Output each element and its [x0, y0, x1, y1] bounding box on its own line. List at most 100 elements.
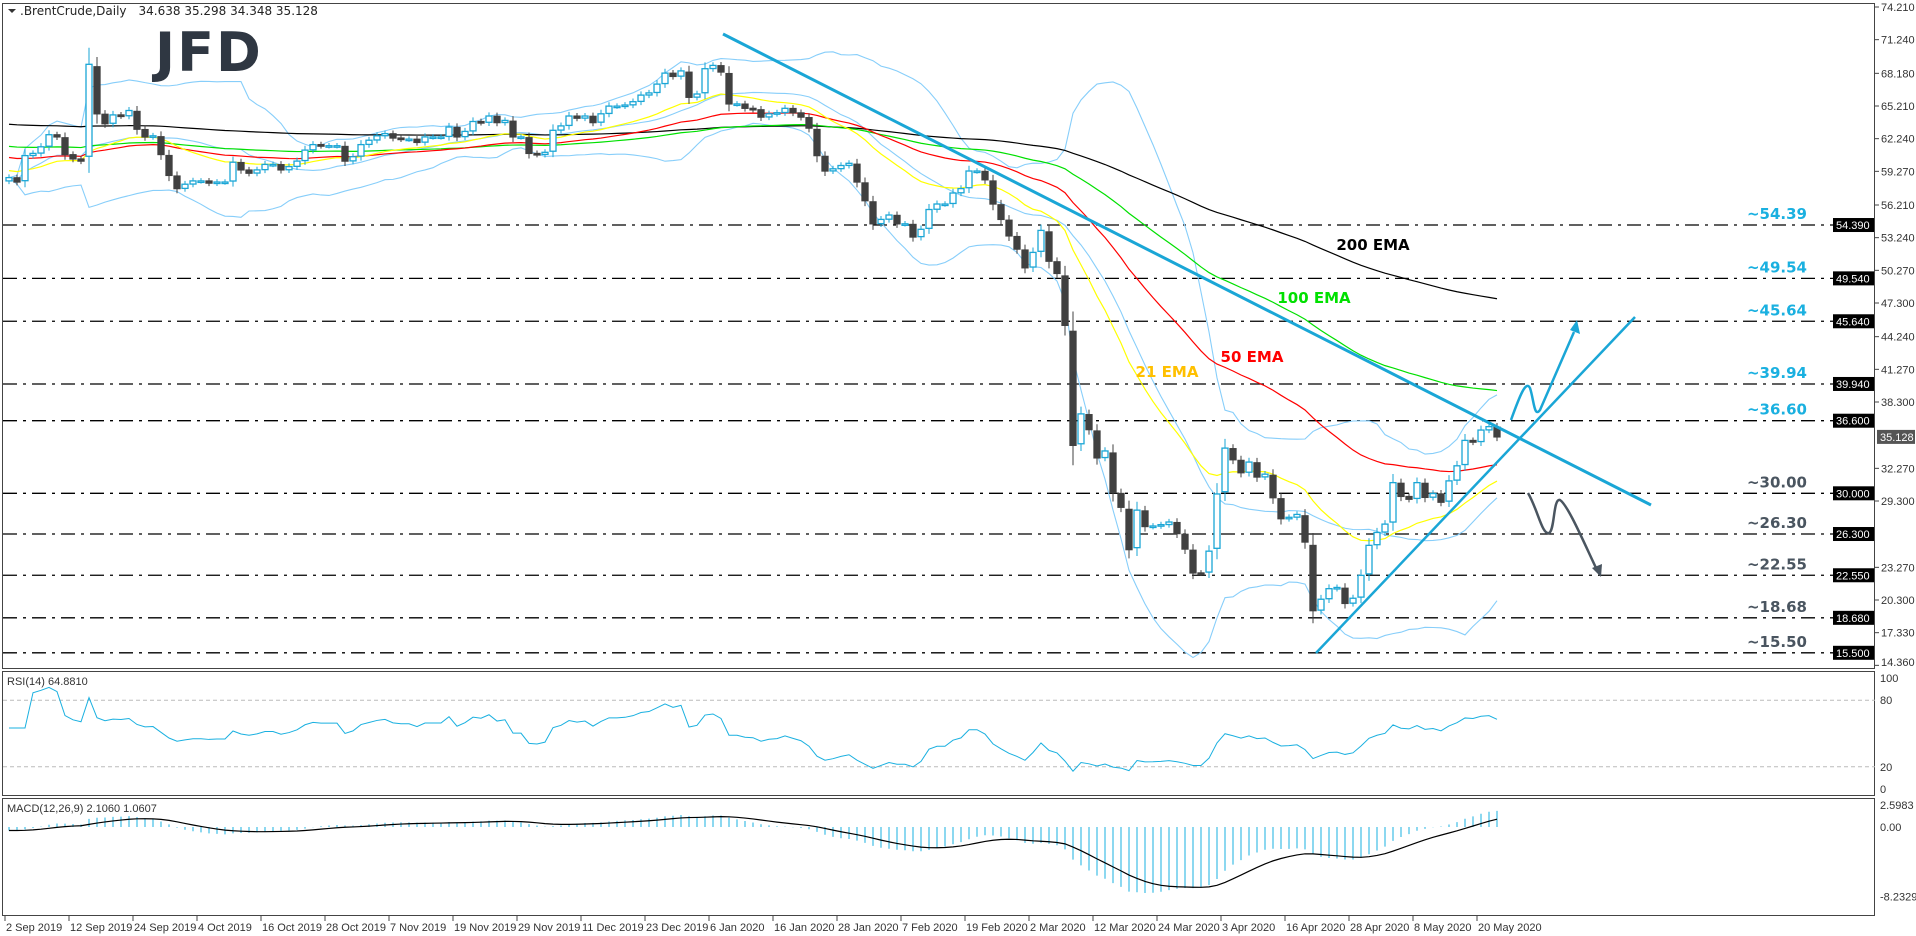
candle-body [1245, 461, 1253, 473]
candle-body [933, 203, 941, 210]
candle-body [109, 114, 117, 124]
jfd-logo: JFD [151, 21, 263, 84]
candle-body [669, 72, 677, 78]
candle-body [989, 180, 997, 205]
candle-body [701, 68, 709, 94]
candle-body [853, 163, 861, 183]
date-tick-label: 28 Oct 2019 [326, 922, 386, 934]
candle-body [5, 176, 13, 182]
price-tick-label: 29.300 [1881, 496, 1915, 508]
triangle-down-icon[interactable] [8, 9, 16, 13]
candle-body [1229, 448, 1237, 461]
level-label: ~15.50 [1747, 633, 1807, 651]
candle-body [1293, 513, 1301, 518]
level-price-tag-text: 36.600 [1836, 416, 1870, 428]
candle-body [781, 107, 789, 114]
candle-body [1381, 523, 1389, 533]
drawn-trendlines [722, 32, 1652, 654]
candle-body [285, 165, 293, 171]
candle-body [1197, 572, 1205, 576]
candle-body [717, 65, 725, 73]
date-tick-label: 24 Mar 2020 [1158, 922, 1220, 934]
candle-body [997, 204, 1005, 221]
candle-body [901, 223, 909, 226]
candle-body [1181, 533, 1189, 550]
candle-body [861, 182, 869, 202]
candle-body [253, 169, 261, 174]
candle-body [165, 154, 173, 177]
candle-body [461, 130, 469, 138]
candle-body [237, 161, 245, 171]
date-tick-label: 2 Sep 2019 [6, 922, 62, 934]
candle-body [597, 113, 605, 123]
candle-body [1205, 550, 1213, 573]
current-price-text: 35.128 [1880, 432, 1914, 444]
level-label: ~54.39 [1747, 205, 1807, 223]
candle-body [61, 137, 69, 156]
date-tick-label: 28 Jan 2020 [838, 922, 899, 934]
candle-body [1485, 425, 1493, 431]
level-price-tag-text: 54.390 [1836, 220, 1870, 232]
candles [5, 47, 1501, 624]
level-label: ~26.30 [1747, 514, 1807, 532]
candle-body [133, 110, 141, 130]
candle-body [1461, 439, 1469, 466]
candle-body [1373, 531, 1381, 546]
candle-body [533, 152, 541, 156]
candle-body [925, 208, 933, 229]
candle-body [525, 137, 533, 155]
candle-body [869, 201, 877, 225]
candle-body [549, 129, 557, 152]
macd-panel [2, 798, 1875, 916]
candle-body [765, 113, 773, 118]
ema50-line [8, 112, 1498, 473]
price-tick-label: 47.300 [1881, 298, 1915, 310]
candle-body [949, 192, 957, 205]
price-tick-label: 44.240 [1881, 332, 1915, 344]
rsi-tick-label: 0 [1880, 784, 1886, 796]
candle-body [621, 104, 629, 108]
arrow-down-icon [1592, 564, 1602, 577]
level-price-tag [1833, 486, 1874, 501]
candle-body [613, 105, 621, 109]
macd-indicator: 2.5983 0.00 -8.2329 [8, 800, 1916, 904]
date-tick-label: 23 Dec 2019 [646, 922, 708, 934]
level-label: ~18.68 [1747, 598, 1807, 616]
candle-body [1101, 450, 1109, 459]
price-tick-label: 14.360 [1881, 657, 1915, 669]
candle-body [1309, 544, 1317, 612]
level-price-tag [1833, 568, 1874, 583]
candle-body [645, 92, 653, 96]
candle-body [1221, 447, 1229, 493]
level-label: ~22.55 [1747, 555, 1807, 573]
candle-body [1149, 525, 1157, 529]
logo-text: JFD [151, 21, 263, 84]
candle-body [1269, 474, 1277, 499]
candle-body [173, 175, 181, 190]
arrow-up-icon [1570, 320, 1580, 334]
date-tick-label: 11 Dec 2019 [582, 922, 644, 934]
candle-body [589, 115, 597, 124]
candle-body [1301, 515, 1309, 543]
candle-body [581, 115, 589, 119]
bollinger-lower [8, 122, 1498, 659]
candle-body [117, 114, 125, 118]
ohlc-readout: 34.638 35.298 34.348 35.128 [139, 4, 318, 18]
level-price-tag-text: 45.640 [1836, 316, 1870, 328]
date-tick-label: 28 Apr 2020 [1350, 922, 1409, 934]
candle-body [1325, 588, 1333, 600]
candle-body [845, 162, 853, 167]
candle-body [1365, 544, 1373, 575]
candle-body [1437, 493, 1445, 503]
candle-body [453, 126, 461, 138]
date-tick-label: 20 May 2020 [1478, 922, 1542, 934]
candle-body [1125, 508, 1133, 551]
candle-body [1133, 509, 1141, 549]
level-label: ~36.60 [1747, 401, 1807, 419]
date-tick-label: 7 Feb 2020 [902, 922, 958, 934]
date-tick-label: 7 Nov 2019 [390, 922, 446, 934]
candle-body [693, 93, 701, 98]
candle-body [1061, 275, 1069, 326]
level-price-tag [1833, 413, 1874, 428]
